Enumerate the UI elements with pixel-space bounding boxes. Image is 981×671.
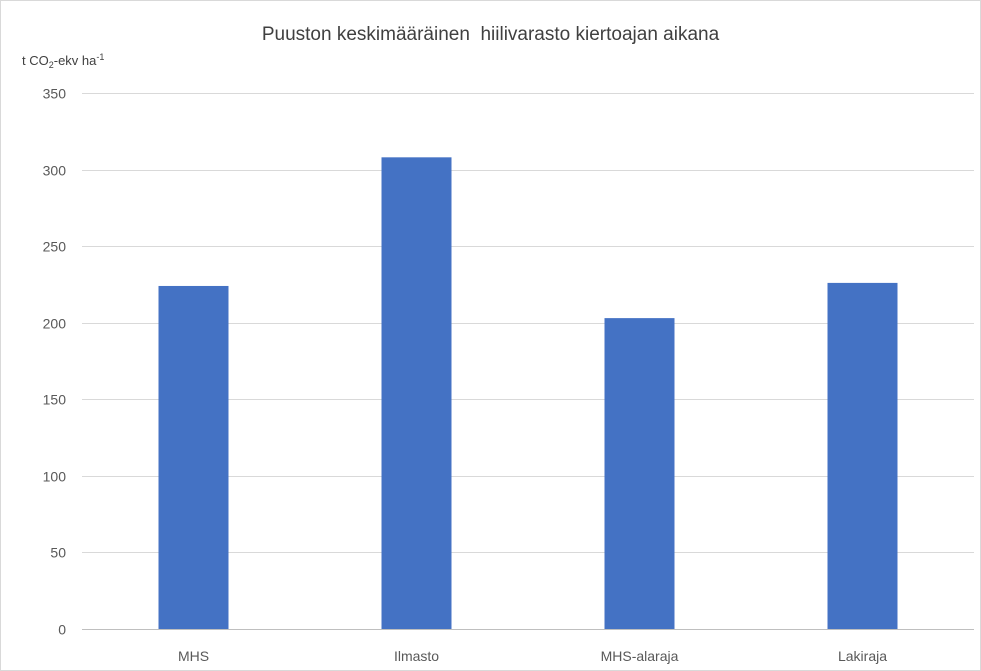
y-axis-label: t CO2-ekv ha-1 (22, 52, 104, 70)
y-tick-label: 300 (43, 163, 67, 179)
y-axis-label-superscript: -1 (96, 52, 105, 62)
y-tick-label: 250 (43, 239, 67, 255)
y-tick-label: 150 (43, 392, 67, 408)
y-tick-label: 0 (58, 622, 66, 638)
x-tick-label: MHS (178, 648, 209, 664)
y-axis-label-unit-rest: -ekv ha (53, 53, 97, 68)
y-tick-label: 350 (43, 86, 67, 102)
y-tick-label: 200 (43, 316, 67, 332)
bars (158, 157, 898, 629)
bar (158, 285, 229, 629)
bar (381, 157, 452, 629)
x-tick-label: Lakiraja (838, 648, 887, 664)
x-tick-labels: MHS Ilmasto MHS-alaraja Lakiraja (178, 648, 887, 664)
bar (604, 318, 675, 629)
gridlines (82, 93, 974, 630)
y-axis-label-unit: t CO (22, 53, 49, 68)
x-tick-label: Ilmasto (394, 648, 439, 664)
y-tick-label: 100 (43, 469, 67, 485)
y-tick-label: 50 (50, 545, 66, 561)
y-tick-labels: 0 50 100 150 200 250 300 350 (43, 86, 67, 638)
y-axis-label-subscript: 2 (48, 60, 54, 70)
chart-title: Puuston keskimääräinen hiilivarasto kier… (261, 24, 720, 45)
bar (827, 282, 898, 629)
x-tick-label: MHS-alaraja (601, 648, 679, 664)
